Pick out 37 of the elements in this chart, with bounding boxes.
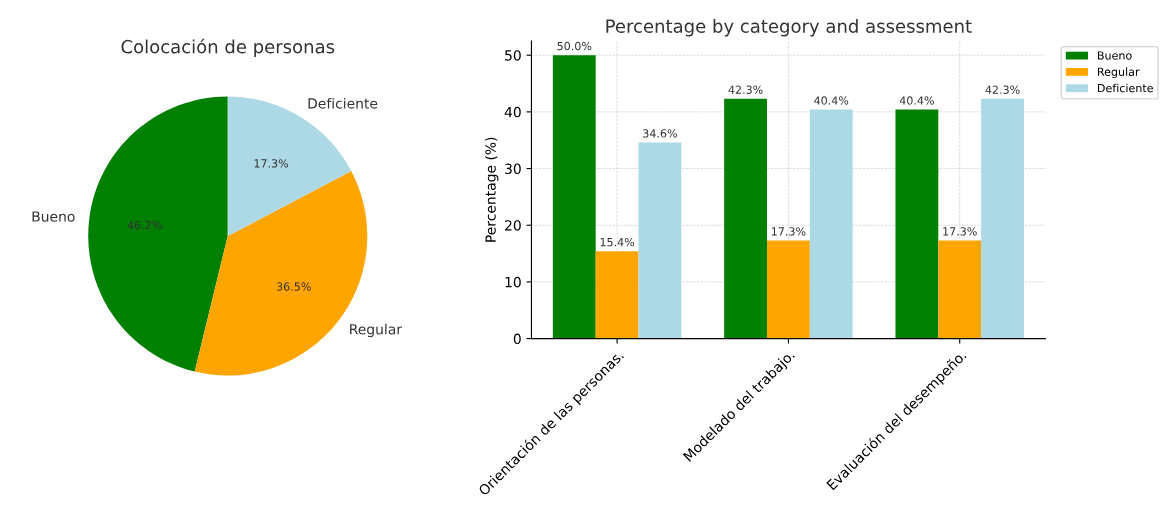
slice-label: Regular [350,323,403,338]
data-label: 40.4% [814,96,849,105]
legend-label: Deficiente [1097,83,1153,93]
y-tick-label: 0 [513,333,521,345]
data-label: 34.6% [643,129,677,138]
pie-slice [88,96,228,372]
y-tick-label: 10 [505,276,521,288]
bar [895,109,939,339]
data-label: 15.4% [600,237,635,247]
data-label: 36.5% [276,282,311,291]
bar [724,98,767,339]
bar [552,55,596,339]
bar [938,240,982,339]
data-label: 46.2% [127,220,162,230]
y-tick-label: 50 [505,50,521,61]
y-tick-label: 20 [505,220,521,231]
data-label: 17.3% [254,159,289,168]
data-label: 42.3% [985,85,1020,94]
data-label: 50.0% [557,41,592,51]
bar [638,142,682,339]
data-label: 17.3% [771,227,806,236]
bar [981,98,1024,339]
bar [809,109,853,339]
data-label: 17.3% [943,227,977,236]
chart-title: Colocación de personas [121,38,335,57]
chart-title: Percentage by category and assessment [606,18,972,37]
bar [766,240,810,339]
legend-label: Bueno [1097,51,1132,60]
y-tick-label: 30 [505,163,521,175]
slice-label: Bueno [32,211,75,222]
y-tick-label: 40 [504,106,521,118]
bar [595,251,639,339]
data-label: 42.3% [728,85,763,94]
slice-label: Deficiente [308,97,378,109]
data-label: 40.4% [899,96,934,105]
y-axis-title: Percentage (%) [485,137,499,242]
legend-label: Regular [1097,67,1140,79]
